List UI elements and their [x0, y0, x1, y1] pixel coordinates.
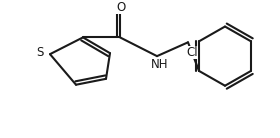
Text: Cl: Cl: [186, 46, 198, 59]
Text: O: O: [116, 1, 126, 14]
Text: NH: NH: [151, 58, 169, 71]
Text: S: S: [36, 46, 44, 59]
